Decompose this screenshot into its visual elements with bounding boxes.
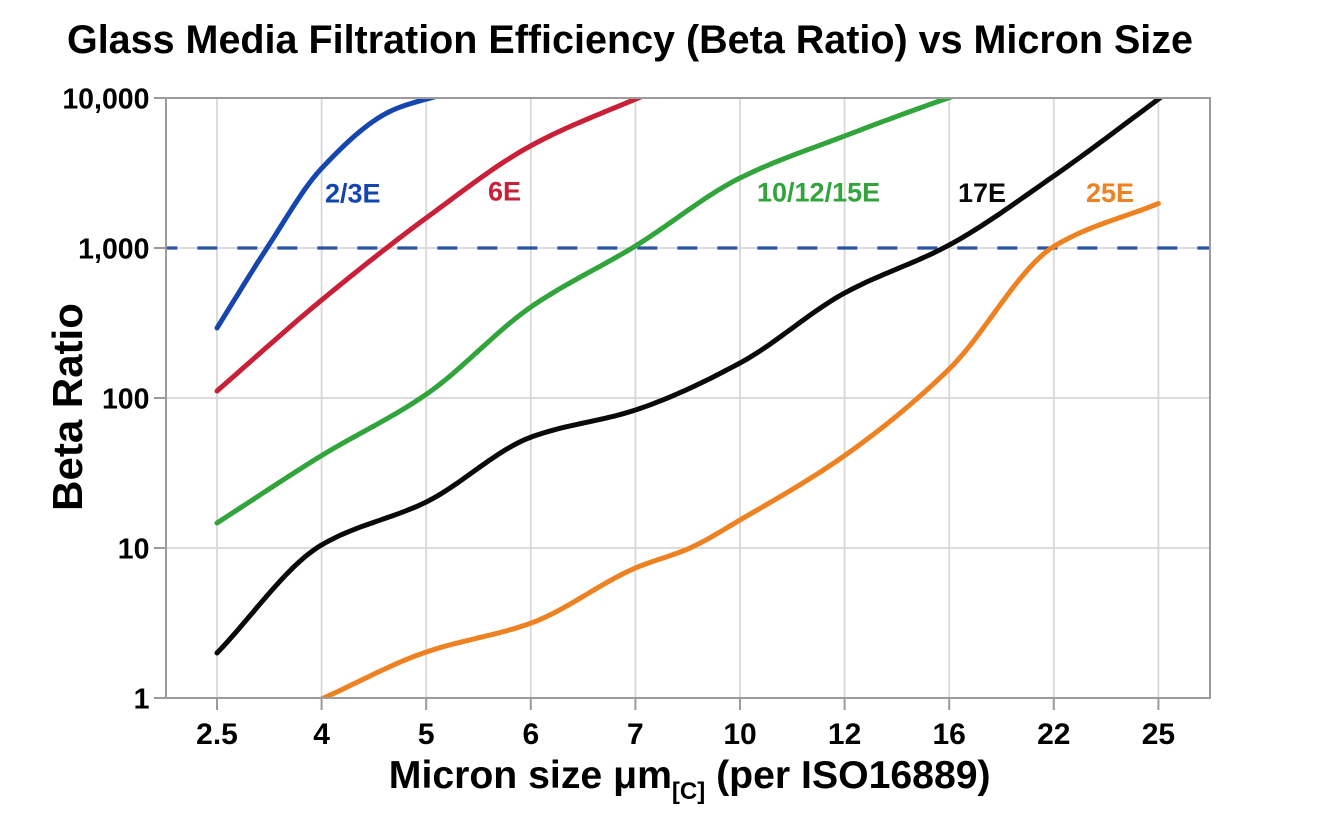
svg-text:10,000: 10,000 [62, 83, 149, 115]
svg-text:5: 5 [418, 718, 435, 751]
svg-text:10: 10 [118, 533, 150, 565]
svg-text:10: 10 [723, 718, 756, 751]
svg-text:Micron size μm[C] (per ISO1688: Micron size μm[C] (per ISO16889) [389, 754, 991, 805]
svg-text:25: 25 [1142, 718, 1175, 751]
svg-text:10/12/15E: 10/12/15E [757, 178, 880, 208]
svg-text:16: 16 [933, 718, 966, 751]
svg-text:17E: 17E [958, 178, 1006, 208]
svg-text:Glass Media Filtration Efficie: Glass Media Filtration Efficiency (Beta … [67, 18, 1193, 62]
svg-text:100: 100 [102, 383, 150, 415]
svg-text:7: 7 [627, 718, 644, 751]
svg-text:1,000: 1,000 [78, 233, 149, 265]
svg-text:6E: 6E [488, 177, 521, 207]
svg-text:1: 1 [134, 683, 150, 715]
svg-text:2/3E: 2/3E [325, 179, 381, 209]
svg-text:2.5: 2.5 [196, 718, 238, 751]
svg-text:25E: 25E [1086, 178, 1134, 208]
svg-text:4: 4 [313, 718, 330, 751]
svg-text:12: 12 [828, 718, 861, 751]
svg-text:22: 22 [1037, 718, 1070, 751]
svg-text:Beta Ratio: Beta Ratio [44, 303, 91, 511]
svg-text:6: 6 [522, 718, 539, 751]
